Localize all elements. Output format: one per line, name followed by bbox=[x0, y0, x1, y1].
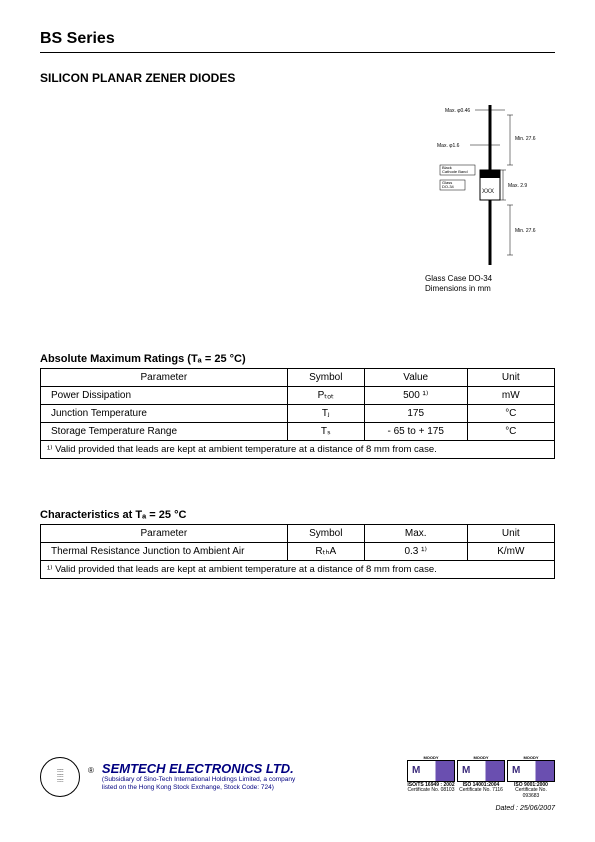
col-symbol: Symbol bbox=[287, 525, 364, 543]
svg-text:Min. 27.6: Min. 27.6 bbox=[515, 228, 536, 234]
col-max: Max. bbox=[364, 525, 467, 543]
svg-text:Max. 2.9: Max. 2.9 bbox=[508, 183, 527, 189]
company-sub-2: listed on the Hong Kong Stock Exchange, … bbox=[102, 784, 399, 792]
cell: °C bbox=[467, 405, 554, 423]
company-sub-1: (Subsidiary of Sino-Tech International H… bbox=[102, 776, 399, 784]
page-subtitle: SILICON PLANAR ZENER DIODES bbox=[40, 71, 555, 85]
cert-num: Certificate No. 093683 bbox=[515, 787, 547, 799]
svg-text:Max. φ1.6: Max. φ1.6 bbox=[437, 143, 460, 149]
cert-item: MOODY M ISO 14001:2004Certificate No. 71… bbox=[457, 755, 505, 800]
table-row: Thermal Resistance Junction to Ambient A… bbox=[41, 543, 555, 561]
cert-item: MOODY M ISO/TS 16949 : 2002Certificate N… bbox=[407, 755, 455, 800]
cell: RₜₕA bbox=[287, 543, 364, 561]
ratings-heading: Absolute Maximum Ratings (Tₐ = 25 °C) bbox=[40, 353, 555, 365]
footnote-text: ¹⁾ Valid provided that leads are kept at… bbox=[41, 441, 555, 459]
cell: Junction Temperature bbox=[41, 405, 288, 423]
series-title: BS Series bbox=[40, 30, 555, 48]
footnote-text: ¹⁾ Valid provided that leads are kept at… bbox=[41, 561, 555, 579]
svg-text:Min. 27.6: Min. 27.6 bbox=[515, 136, 536, 142]
page-footer: ::::::::::::::::::::: ® SEMTECH ELECTRON… bbox=[40, 755, 555, 813]
table-header-row: Parameter Symbol Value Unit bbox=[41, 369, 555, 387]
company-logo: ::::::::::::::::::::: bbox=[40, 757, 80, 797]
svg-text:Max. φ0.46: Max. φ0.46 bbox=[445, 108, 470, 114]
footnote-row: ¹⁾ Valid provided that leads are kept at… bbox=[41, 441, 555, 459]
package-diagram-area: XXX Max. φ0.46 Min. 27.6 Max. φ1.6 Black… bbox=[40, 105, 555, 293]
diagram-caption-1: Glass Case DO-34 bbox=[425, 274, 492, 283]
svg-text:Cathode Band: Cathode Band bbox=[442, 169, 468, 174]
cell: °C bbox=[467, 423, 554, 441]
svg-text:XXX: XXX bbox=[482, 189, 494, 195]
table-row: Storage Temperature Range Tₛ - 65 to + 1… bbox=[41, 423, 555, 441]
svg-text:DO-34: DO-34 bbox=[442, 184, 455, 189]
certifications: MOODY M ISO/TS 16949 : 2002Certificate N… bbox=[407, 755, 555, 800]
table-row: Power Dissipation Pₜₒₜ 500 ¹⁾ mW bbox=[41, 387, 555, 405]
cert-item: MOODY M ISO 9001:2000Certificate No. 093… bbox=[507, 755, 555, 800]
cell: 0.3 ¹⁾ bbox=[364, 543, 467, 561]
cell: K/mW bbox=[467, 543, 554, 561]
col-unit: Unit bbox=[467, 525, 554, 543]
cert-num: Certificate No. 08103 bbox=[408, 787, 455, 793]
company-name: SEMTECH ELECTRONICS LTD. bbox=[102, 761, 399, 776]
dated-text: Dated : 25/06/2007 bbox=[40, 805, 555, 812]
cell: 175 bbox=[364, 405, 467, 423]
characteristics-table: Parameter Symbol Max. Unit Thermal Resis… bbox=[40, 524, 555, 579]
cell: Power Dissipation bbox=[41, 387, 288, 405]
col-value: Value bbox=[364, 369, 467, 387]
header-rule bbox=[40, 52, 555, 53]
characteristics-heading: Characteristics at Tₐ = 25 °C bbox=[40, 509, 555, 521]
cell: Tₛ bbox=[287, 423, 364, 441]
cert-badge-icon: M bbox=[407, 760, 455, 782]
cell: Storage Temperature Range bbox=[41, 423, 288, 441]
col-parameter: Parameter bbox=[41, 525, 288, 543]
cell: Pₜₒₜ bbox=[287, 387, 364, 405]
footnote-row: ¹⁾ Valid provided that leads are kept at… bbox=[41, 561, 555, 579]
cell: - 65 to + 175 bbox=[364, 423, 467, 441]
col-parameter: Parameter bbox=[41, 369, 288, 387]
table-row: Junction Temperature Tⱼ 175 °C bbox=[41, 405, 555, 423]
cell: 500 ¹⁾ bbox=[364, 387, 467, 405]
cert-num: Certificate No. 7116 bbox=[459, 787, 503, 793]
package-diagram: XXX Max. φ0.46 Min. 27.6 Max. φ1.6 Black… bbox=[415, 105, 555, 265]
table-header-row: Parameter Symbol Max. Unit bbox=[41, 525, 555, 543]
cell: mW bbox=[467, 387, 554, 405]
cert-badge-icon: M bbox=[457, 760, 505, 782]
registered-mark: ® bbox=[88, 766, 94, 775]
cell: Thermal Resistance Junction to Ambient A… bbox=[41, 543, 288, 561]
diagram-caption-2: Dimensions in mm bbox=[425, 284, 491, 293]
col-unit: Unit bbox=[467, 369, 554, 387]
ratings-table: Parameter Symbol Value Unit Power Dissip… bbox=[40, 368, 555, 459]
col-symbol: Symbol bbox=[287, 369, 364, 387]
cell: Tⱼ bbox=[287, 405, 364, 423]
cert-badge-icon: M bbox=[507, 760, 555, 782]
